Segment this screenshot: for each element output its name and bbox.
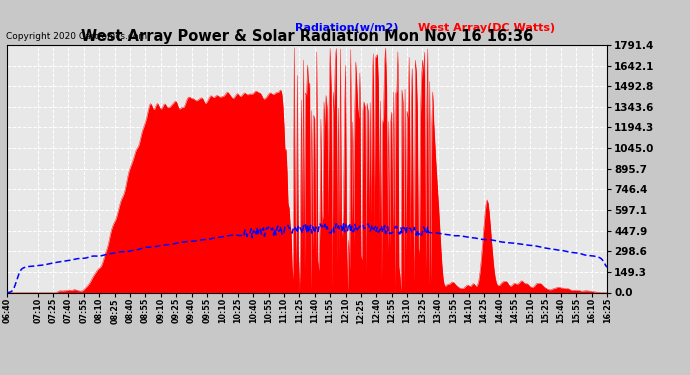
Text: Copyright 2020 Cartronics.com: Copyright 2020 Cartronics.com (6, 32, 147, 41)
Text: West Array(DC Watts): West Array(DC Watts) (418, 23, 555, 33)
Text: Radiation(w/m2): Radiation(w/m2) (295, 23, 399, 33)
Title: West Array Power & Solar Radiation Mon Nov 16 16:36: West Array Power & Solar Radiation Mon N… (81, 29, 533, 44)
